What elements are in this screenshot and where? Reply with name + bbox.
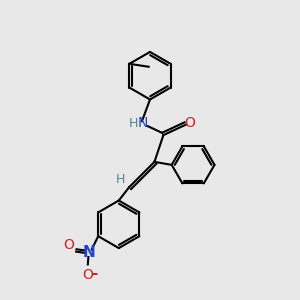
Text: H: H <box>116 173 125 186</box>
Text: O: O <box>185 116 196 130</box>
Text: N: N <box>138 116 148 130</box>
Text: -: - <box>91 266 98 281</box>
Text: N: N <box>83 245 96 260</box>
Text: O: O <box>82 268 93 282</box>
Text: O: O <box>63 238 74 252</box>
Text: H: H <box>129 117 138 130</box>
